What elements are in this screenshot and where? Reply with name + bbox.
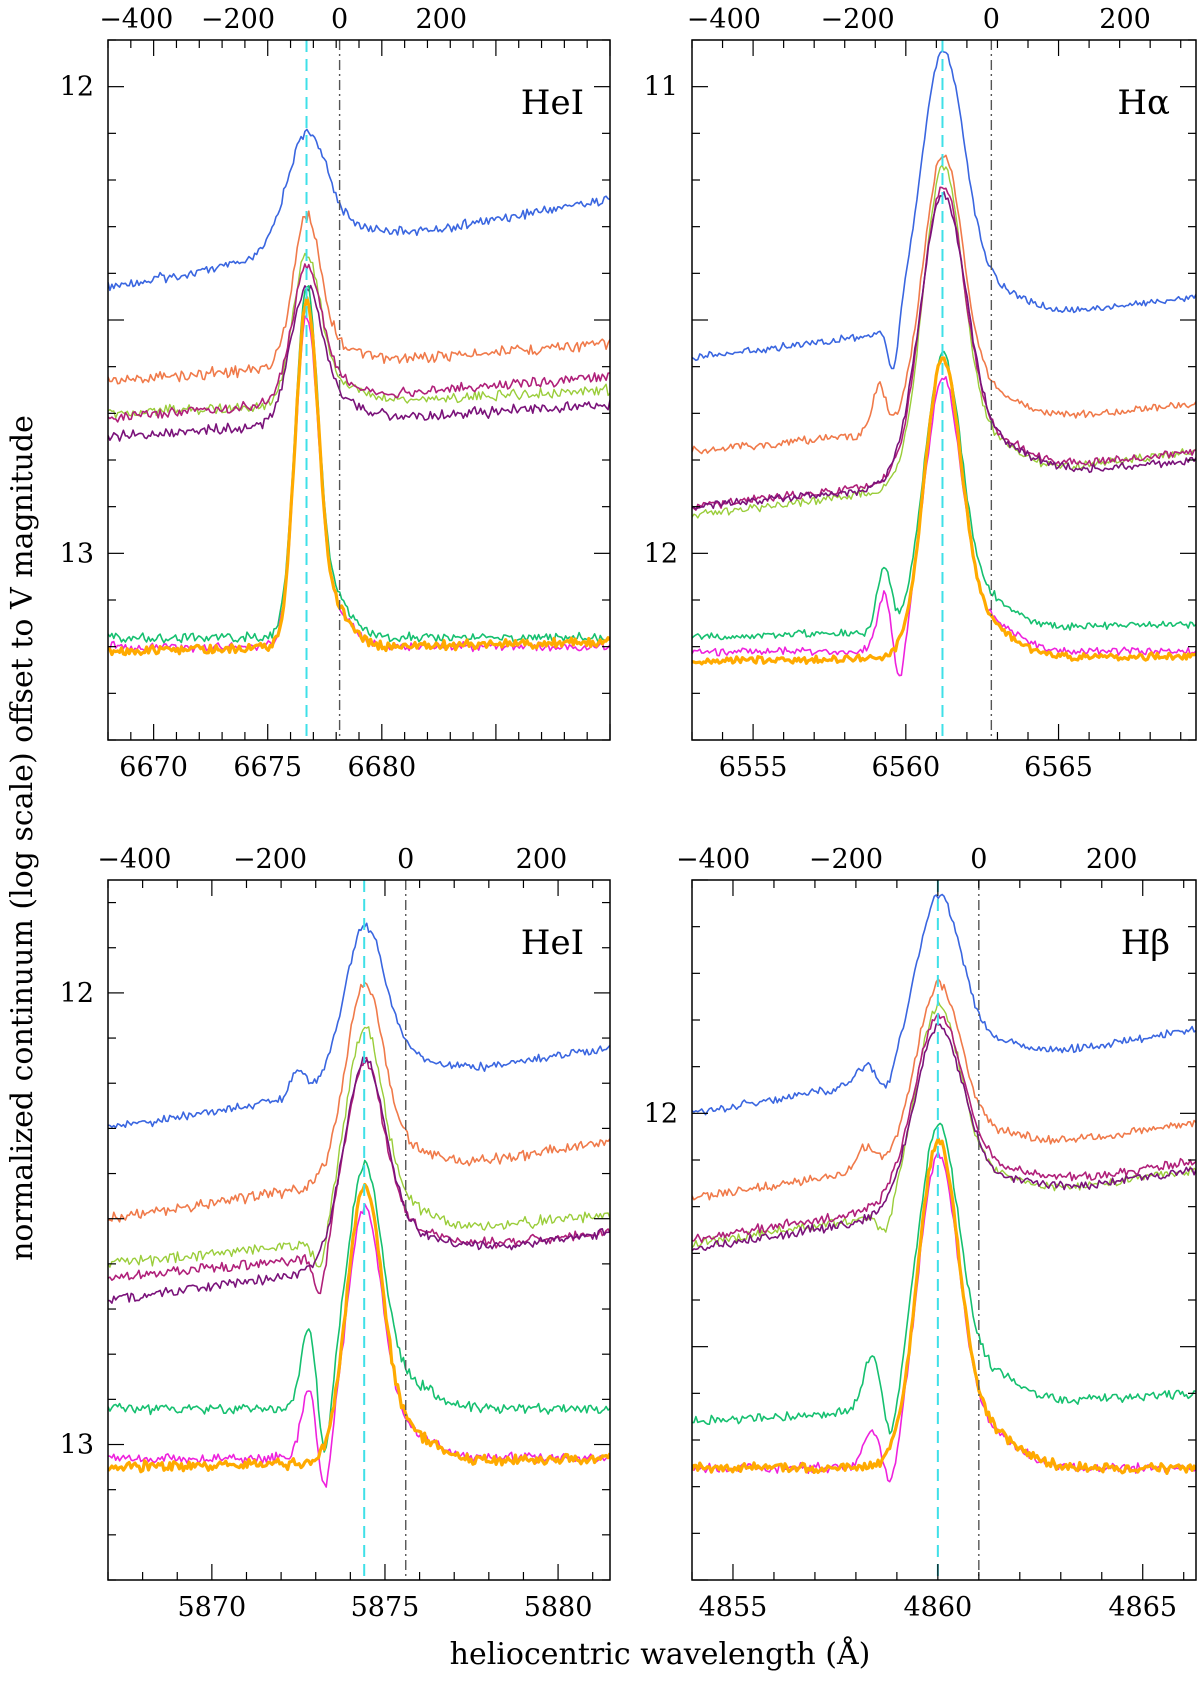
spectrum-s8 <box>692 356 1196 666</box>
x-tick-label: 5880 <box>524 1592 593 1623</box>
spectrum-s8 <box>692 1137 1196 1475</box>
velocity-tick-label: 0 <box>397 844 414 875</box>
spectrum-s5 <box>692 1023 1196 1252</box>
y-tick-label: 12 <box>60 978 94 1009</box>
spectrum-s5 <box>108 284 610 442</box>
spectrum-s2 <box>108 981 610 1223</box>
spectrum-s8 <box>108 296 610 657</box>
panel-hbeta: 4855 4860 4865 −400 −200 0 200 12 Hβ <box>644 844 1197 1623</box>
x-tick-label: 4860 <box>903 1592 972 1623</box>
spectrum-s8 <box>108 1182 610 1474</box>
velocity-tick-label: −400 <box>676 844 750 875</box>
x-tick-label: 5870 <box>178 1592 247 1623</box>
spectrum-s3 <box>108 252 610 419</box>
panel-hei6678: 6670 6675 6680 −400 −200 0 200 12 13 HeI <box>60 4 611 783</box>
x-tick-label: 6670 <box>119 752 188 783</box>
panel-hei5876: 5870 5875 5880 −400 −200 0 200 12 13 HeI <box>60 844 611 1623</box>
spectrum-s6 <box>692 350 1196 641</box>
spectrum-s6 <box>692 1122 1196 1435</box>
spectrum-s6 <box>108 285 610 644</box>
x-tick-label: 6680 <box>347 752 416 783</box>
panel-halpha: 6555 6560 6565 −400 −200 0 200 11 12 Hα <box>644 4 1197 783</box>
panel-line-label: Hα <box>1117 83 1170 123</box>
x-axis-label: heliocentric wavelength (Å) <box>450 1636 871 1672</box>
velocity-tick-label: −400 <box>97 844 171 875</box>
spectrum-s3 <box>108 1026 610 1268</box>
y-tick-label: 12 <box>644 1098 678 1129</box>
x-tick-label: 6565 <box>1024 752 1093 783</box>
velocity-tick-label: −400 <box>99 4 173 35</box>
spectrum-s2 <box>108 210 610 385</box>
spectrum-s7 <box>692 376 1196 677</box>
spectrum-s1 <box>108 128 610 292</box>
velocity-tick-label: −200 <box>201 4 275 35</box>
panel-line-label: HeI <box>521 83 584 123</box>
velocity-tick-label: −200 <box>233 844 307 875</box>
velocity-tick-label: 200 <box>1086 844 1138 875</box>
spectrum-s7 <box>108 1203 610 1488</box>
spectrum-s1 <box>692 50 1196 370</box>
velocity-tick-label: 200 <box>415 4 467 35</box>
spectra-group <box>692 50 1196 677</box>
spectrum-s5 <box>692 191 1196 510</box>
velocity-tick-label: −400 <box>687 4 761 35</box>
x-tick-label: 6675 <box>233 752 302 783</box>
spectrum-s4 <box>108 1056 610 1295</box>
spectrum-s4 <box>692 186 1196 511</box>
y-tick-label: 12 <box>60 72 94 103</box>
spectra-group <box>108 922 610 1488</box>
y-tick-label: 13 <box>60 538 94 569</box>
y-tick-label: 11 <box>644 72 678 103</box>
spectrum-s1 <box>692 893 1196 1116</box>
plot-frame <box>691 879 1197 1581</box>
velocity-tick-label: −200 <box>821 4 895 35</box>
spectra-group <box>108 128 610 657</box>
x-tick-label: 6560 <box>871 752 940 783</box>
spectrum-s7 <box>692 1151 1196 1483</box>
panel-line-label: Hβ <box>1121 923 1170 963</box>
velocity-tick-label: 0 <box>983 4 1000 35</box>
spectrum-s7 <box>108 315 610 653</box>
spectra-group <box>692 893 1196 1483</box>
y-tick-label: 12 <box>644 538 678 569</box>
x-tick-label: 4865 <box>1108 1592 1177 1623</box>
spectrum-s4 <box>692 1012 1196 1244</box>
y-tick-label: 13 <box>60 1430 94 1461</box>
y-axis-label: normalized continuum (log scale) offset … <box>5 415 40 1261</box>
spectrum-s1 <box>108 922 610 1129</box>
velocity-tick-label: 0 <box>331 4 348 35</box>
x-tick-label: 4855 <box>699 1592 768 1623</box>
spectrum-s4 <box>108 263 610 423</box>
velocity-tick-label: 200 <box>1099 4 1151 35</box>
spectrum-s5 <box>108 1056 610 1304</box>
x-tick-label: 5875 <box>351 1592 420 1623</box>
velocity-tick-label: 200 <box>516 844 568 875</box>
velocity-tick-label: −200 <box>809 844 883 875</box>
spectrum-s2 <box>692 978 1196 1201</box>
panel-line-label: HeI <box>521 923 584 963</box>
plot-frame <box>691 39 1197 741</box>
spectrum-s6 <box>108 1159 610 1453</box>
spectrum-s2 <box>692 154 1196 455</box>
plot-frame <box>107 879 611 1581</box>
velocity-tick-label: 0 <box>970 844 987 875</box>
spectrum-s3 <box>692 1000 1196 1249</box>
x-tick-label: 6555 <box>719 752 788 783</box>
